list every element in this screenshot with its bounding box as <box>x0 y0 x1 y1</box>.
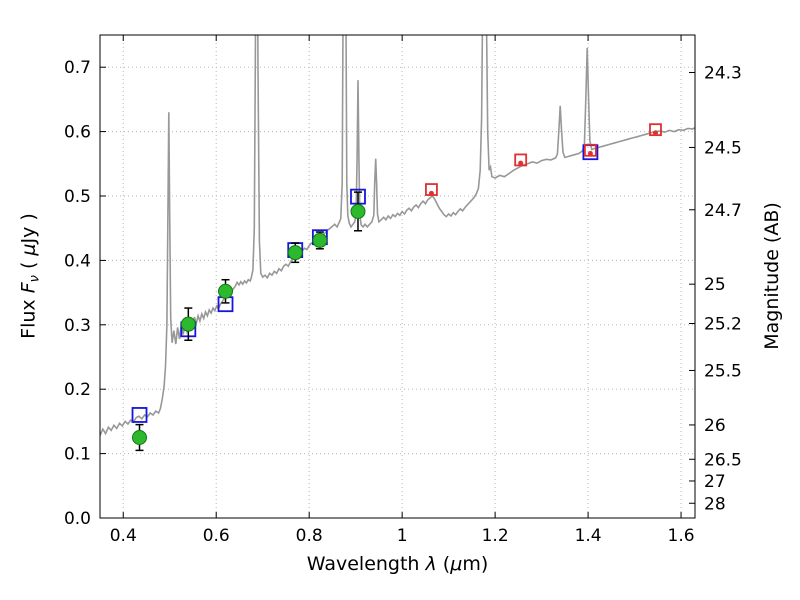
mu-symbol: μ <box>17 243 40 256</box>
y-left-tick-label: 0.3 <box>64 316 91 336</box>
observed-photometry-green-circles-marker <box>350 203 366 219</box>
flux-symbol: F <box>17 282 40 294</box>
model-spectrum-dots-marker <box>428 190 434 196</box>
plot-frame <box>99 34 696 519</box>
y-right-tick-label: 26 <box>704 416 726 436</box>
x-axis-label: Wavelength λ (μm) <box>306 553 489 575</box>
y-right-tick-label: 24.3 <box>704 63 742 83</box>
observed-photometry-green-circles-marker <box>132 430 148 445</box>
y-right-tick-label: 24.5 <box>704 138 742 158</box>
y-right-tick-label: 26.5 <box>704 450 742 470</box>
y-left-tick-label: 0.0 <box>64 509 91 529</box>
y-right-tick-label: 24.7 <box>704 201 742 221</box>
y-right-tick-label: 25.5 <box>704 361 742 381</box>
y-left-tick-label: 0.7 <box>64 58 91 78</box>
observed-photometry-green-circles-marker <box>218 283 234 299</box>
y-right-tick-label: 25.2 <box>704 315 742 335</box>
observed-photometry-green-circles-marker <box>312 232 328 248</box>
y-left-tick-label: 0.5 <box>64 187 91 207</box>
x-axis-label-text: Wavelength <box>306 553 426 575</box>
y-left-tick-label: 0.6 <box>64 123 91 143</box>
y-left-tick-label: 0.2 <box>64 380 91 400</box>
flux-label-text: Flux <box>17 293 40 339</box>
x-tick-label: 1.2 <box>482 526 509 546</box>
y-left-tick-label: 0.4 <box>64 251 91 271</box>
y-right-tick-label: 25 <box>704 275 726 295</box>
x-tick-label: 0.6 <box>203 526 230 546</box>
nu-subscript: ν <box>27 275 43 283</box>
observed-photometry-green-circles-marker <box>287 245 303 261</box>
y-left-tick-label: 0.1 <box>64 445 91 465</box>
x-tick-label: 0.8 <box>296 526 323 546</box>
y-axis-label-left: Flux Fν ( μJy ) <box>17 213 43 339</box>
x-tick-label: 0.4 <box>110 526 137 546</box>
galaxy-spectrum-line <box>100 35 695 436</box>
x-tick-label: 1 <box>397 526 408 546</box>
y-right-tick-label: 28 <box>704 494 726 514</box>
observed-photometry-green-circles-marker <box>180 316 196 332</box>
mu-symbol: μ <box>450 553 463 575</box>
model-spectrum-dots-marker <box>587 150 593 156</box>
model-spectrum-dots-marker <box>652 130 658 136</box>
lambda-symbol: λ <box>425 553 437 575</box>
x-tick-label: 1.4 <box>575 526 602 546</box>
model-spectrum-dots-marker <box>518 160 524 166</box>
model-photometry-blue-squares-marker <box>131 407 148 423</box>
y-right-tick-label: 27 <box>704 472 726 492</box>
x-tick-label: 1.6 <box>668 526 695 546</box>
magnitude-label-text: Magnitude (AB) <box>761 202 783 350</box>
y-axis-label-right: Magnitude (AB) <box>761 202 783 350</box>
